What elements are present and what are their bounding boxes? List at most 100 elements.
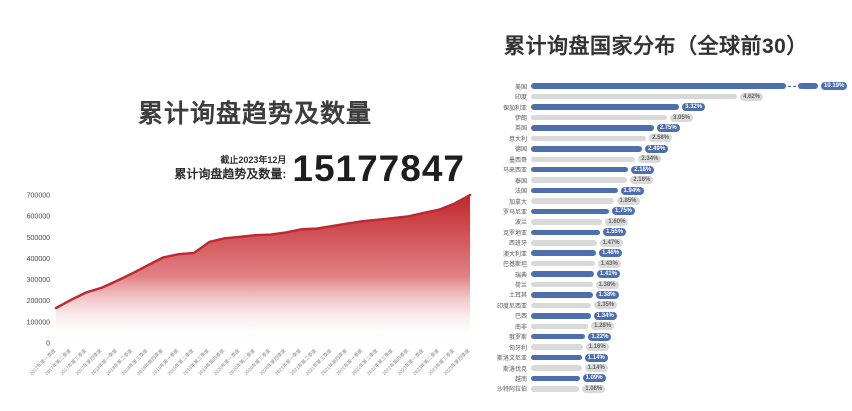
x-tick-label: 2023年第四季度: [442, 347, 472, 377]
y-tick-label: 300000: [27, 277, 50, 284]
bar: [531, 386, 580, 392]
country-label: 克罗地亚: [502, 230, 527, 237]
country-label: 马来西亚: [502, 168, 527, 175]
country-label: 美国: [514, 84, 527, 91]
country-label: 巴基斯坦: [502, 262, 527, 269]
bar-row: 马来西亚 2.18%: [497, 165, 852, 175]
x-tick-label: 2021年第二季度: [289, 347, 319, 377]
value-pill: 2.49%: [645, 144, 669, 153]
value-pill: 1.60%: [605, 217, 629, 226]
bar-row: 波兰 1.60%: [497, 217, 852, 227]
x-tick-label: 2017年第二季度: [43, 347, 73, 377]
x-tick-label: 2020年第三季度: [243, 347, 273, 377]
value-pill: 3.32%: [682, 103, 706, 112]
x-tick-label: 2021年第四季度: [319, 347, 349, 377]
bar-row: 伊朗 3.05%: [497, 112, 852, 122]
value-pill: 1.55%: [603, 228, 627, 237]
bar: [531, 292, 593, 298]
bar-row: 罗马尼亚 1.75%: [497, 206, 852, 216]
x-tick-label: 2023年第三季度: [427, 347, 457, 377]
bar-row: 澳大利亚 1.46%: [497, 248, 852, 258]
bar-row: 巴西 1.34%: [497, 311, 852, 321]
axis-break-dash: [788, 85, 796, 87]
trend-line: [54, 193, 472, 310]
bar: [531, 281, 593, 288]
country-label: 泰国: [514, 178, 527, 185]
value-pill: 2.18%: [631, 165, 655, 174]
country-label: 保加利亚: [502, 105, 527, 112]
value-pill: 2.16%: [630, 176, 654, 185]
x-tick-label: 2018年第四季度: [135, 347, 165, 377]
country-label: 澳大利亚: [502, 251, 527, 258]
x-tick-label: 2018年第二季度: [105, 347, 135, 377]
bar-row: 匈牙利 1.16%: [497, 342, 852, 352]
bar: [531, 135, 647, 142]
bar-row: 南非 1.28%: [497, 321, 852, 331]
bar-row: 斯洛伐克 1.14%: [497, 363, 852, 373]
country-chart-title: 累计询盘国家分布（全球前30）: [504, 35, 808, 58]
bar-row: 斯洛文尼亚 1.14%: [497, 352, 852, 362]
x-tick-label: 2022年第一季度: [335, 347, 365, 377]
bar-row: 保加利亚 3.32%: [497, 102, 852, 112]
bar-row: 俄罗斯 1.22%: [497, 332, 852, 342]
x-tick-label: 2017年第三季度: [59, 347, 89, 377]
value-pill: 1.47%: [599, 238, 623, 247]
value-pill: 1.09%: [582, 374, 606, 383]
country-label: 意大利: [508, 136, 527, 143]
bar: [531, 229, 601, 236]
x-tick-label: 2017年第四季度: [74, 347, 104, 377]
bar: [531, 166, 629, 173]
value-pill: 1.34%: [593, 311, 617, 320]
x-tick-label: 2022年第二季度: [350, 347, 380, 377]
bar: [531, 302, 592, 309]
bar-row: 瑞典 1.41%: [497, 269, 852, 279]
bar: [531, 260, 595, 267]
bar: [531, 125, 654, 131]
bar: [531, 83, 786, 89]
stat-captions: 截止2023年12月 累计询盘趋势及数量:: [174, 154, 286, 182]
x-axis-ticks: 2017年第一季度2017年第二季度2017年第三季度2017年第四季度2018…: [28, 347, 472, 377]
value-pill: 2.58%: [649, 134, 673, 143]
value-pill: 1.35%: [594, 301, 618, 310]
trend-chart-title: 累计询盘趋势及数量: [137, 100, 372, 128]
country-label: 加拿大: [508, 199, 527, 206]
bar-row: 美国 10.19%: [497, 81, 852, 91]
value-pill: 1.22%: [588, 332, 612, 341]
area-series: [56, 195, 470, 343]
bar: [531, 375, 580, 382]
country-label: 斯洛伐克: [502, 366, 527, 373]
country-label: 瑞典: [514, 272, 527, 279]
y-tick-label: 200000: [27, 298, 50, 305]
country-label: 西班牙: [508, 241, 527, 248]
bar: [531, 208, 609, 215]
bar: [531, 93, 738, 100]
stat-label-caption: 累计询盘趋势及数量:: [174, 167, 287, 182]
value-pill: 4.62%: [740, 92, 764, 101]
value-pill: 2.75%: [656, 123, 680, 132]
country-label: 越南: [514, 376, 527, 383]
x-tick-label: 2019年第二季度: [166, 347, 196, 377]
bar-row: 意大利 2.58%: [497, 133, 852, 143]
trend-area-chart: 700000 600000 500000 400000 300000 200000 1000…: [27, 193, 472, 377]
y-tick-label: 400000: [27, 256, 50, 263]
bar: [531, 219, 603, 225]
x-tick-label: 2023年第二季度: [411, 347, 441, 377]
value-pill: 1.94%: [620, 186, 644, 195]
x-tick-label: 2019年第三季度: [181, 347, 211, 377]
country-label: 匈牙利: [508, 345, 527, 352]
x-tick-label: 2018年第一季度: [89, 347, 119, 377]
bar: [531, 240, 597, 246]
y-tick-label: 700000: [27, 193, 50, 200]
country-label: 德国: [514, 147, 527, 154]
country-label: 波兰: [514, 220, 527, 227]
country-label: 英国: [514, 126, 527, 133]
bar-row: 沙特阿拉伯 1.08%: [497, 384, 852, 394]
y-tick-label: 100000: [27, 319, 50, 326]
country-label: 土耳其: [508, 293, 527, 300]
value-pill: 1.85%: [616, 197, 640, 206]
value-pill: 3.05%: [670, 113, 694, 122]
bar: [531, 323, 589, 330]
x-tick-label: 2021年第一季度: [273, 347, 303, 377]
country-label: 印度尼西亚: [497, 303, 528, 310]
bar: [531, 187, 618, 194]
